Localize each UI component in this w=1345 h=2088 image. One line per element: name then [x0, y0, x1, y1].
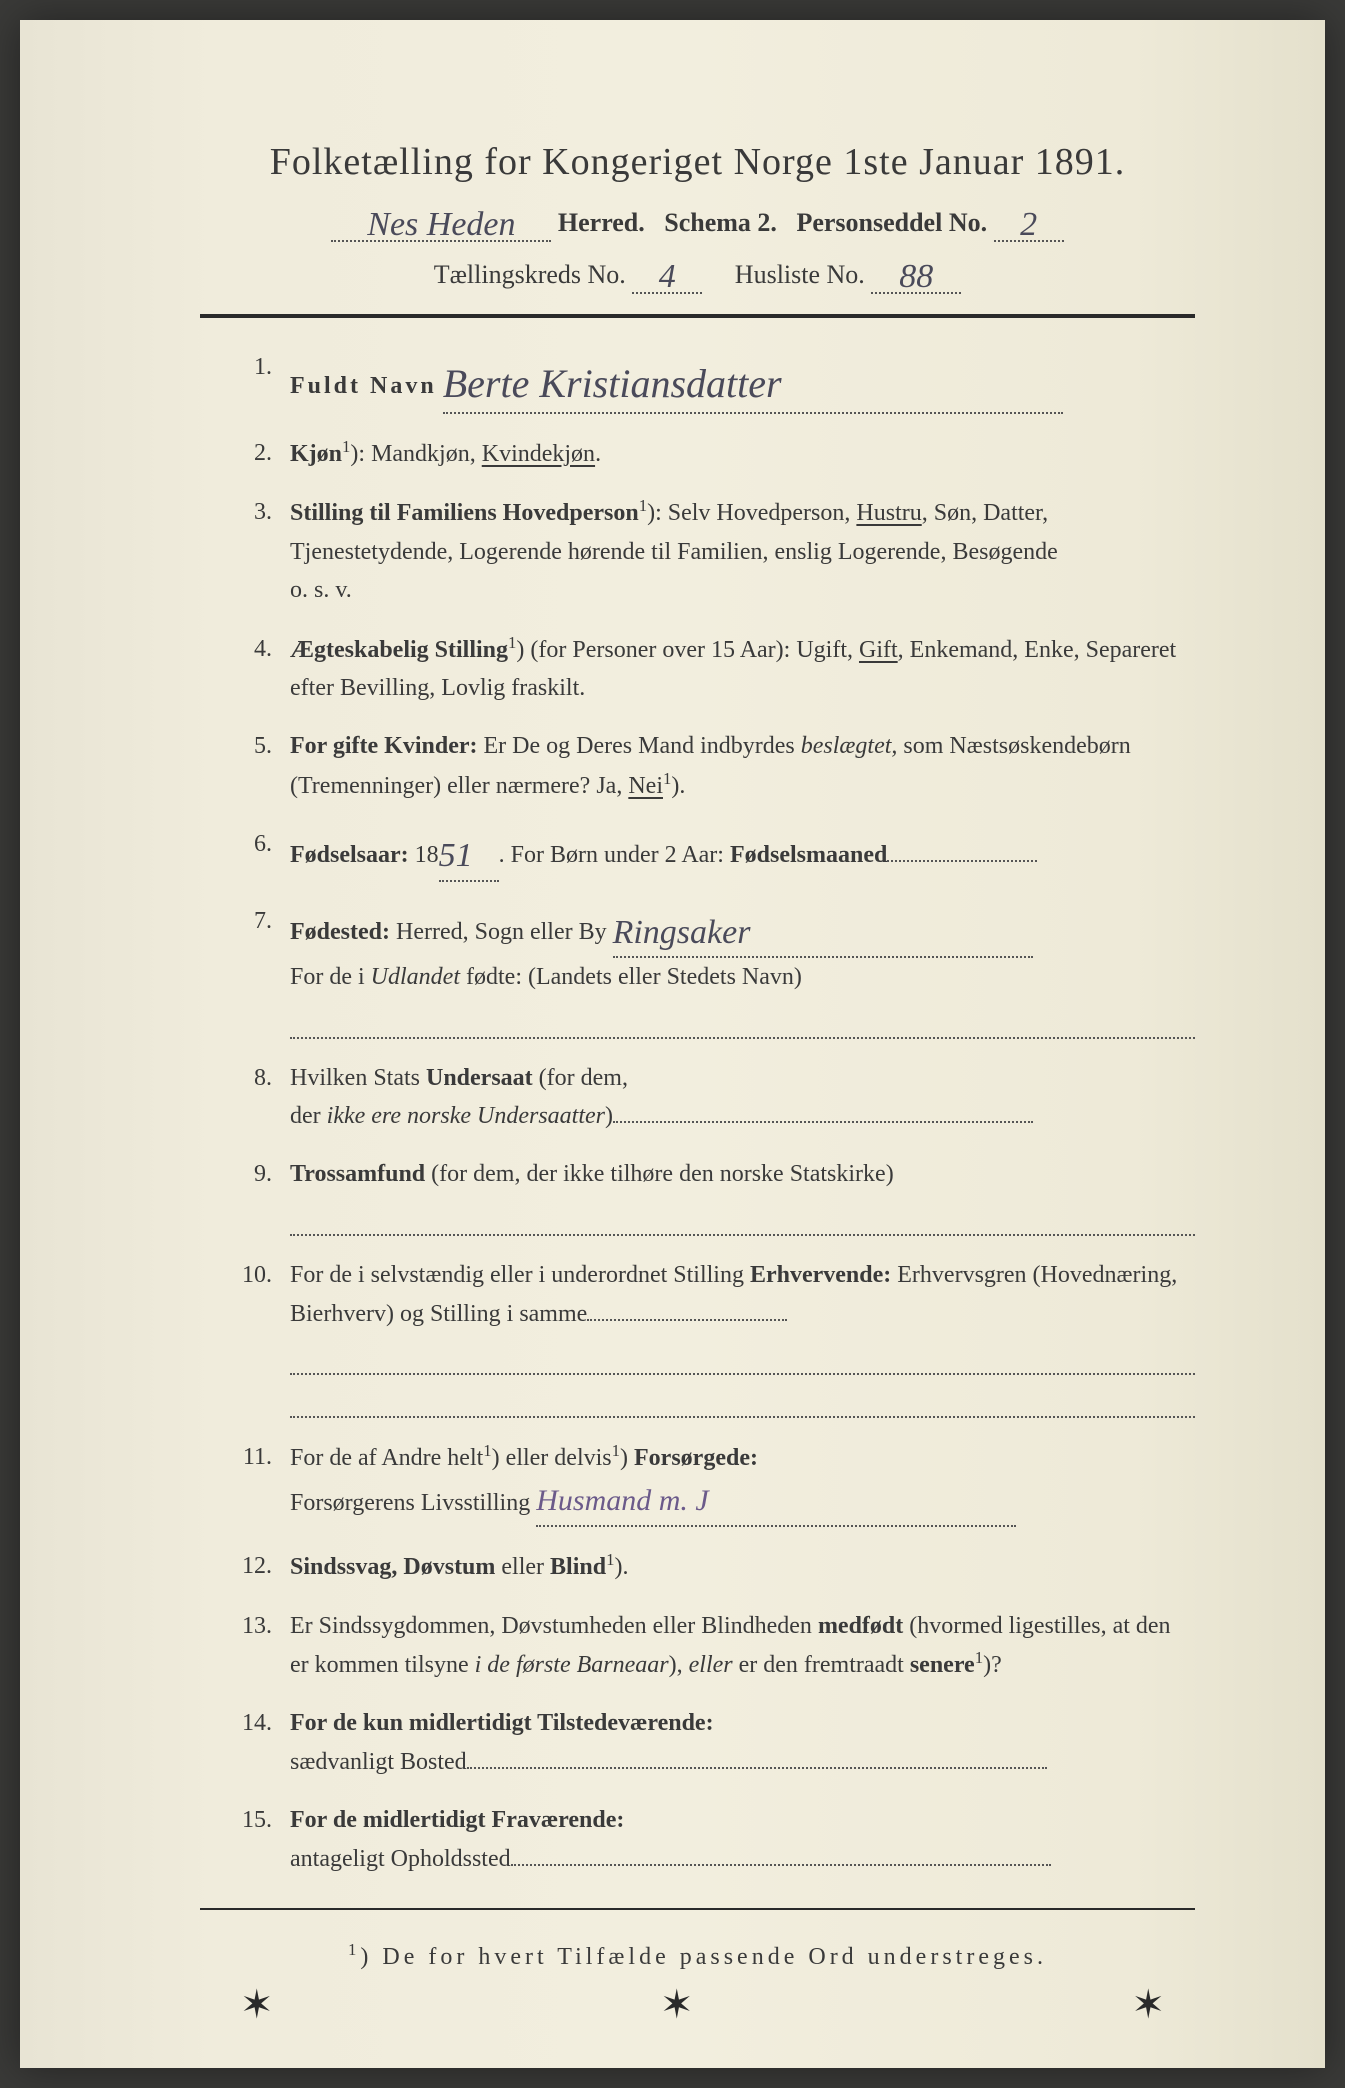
row-1: 1. Fuldt Navn Berte Kristiansdatter: [230, 348, 1195, 414]
row-num: 13.: [230, 1607, 290, 1645]
selected-related: Nei: [628, 773, 663, 799]
row-7: 7. Fødested: Herred, Sogn eller By Rings…: [230, 902, 1195, 1039]
row-num: 12.: [230, 1547, 290, 1585]
husliste-label: Husliste No.: [735, 260, 865, 289]
binding-mark-icon: ✶: [660, 1981, 694, 2028]
kreds-label: Tællingskreds No.: [434, 260, 626, 289]
row-11: 11. For de af Andre helt1) eller delvis1…: [230, 1438, 1195, 1527]
binding-mark-icon: ✶: [1131, 1981, 1165, 2028]
schema-label: Schema 2.: [664, 208, 777, 237]
field-label: Ægteskabelig Stilling: [290, 637, 508, 663]
field-label: Sindssvag, Døvstum: [290, 1554, 495, 1580]
selected-relation: Hustru: [856, 500, 921, 526]
row-14: 14. For de kun midlertidigt Tilstedevære…: [230, 1704, 1195, 1781]
row-num: 2.: [230, 434, 290, 472]
birth-year: 51: [439, 837, 473, 874]
field-label: For de midlertidigt Fraværende:: [290, 1807, 624, 1833]
binding-mark-icon: ✶: [240, 1981, 274, 2028]
row-num: 5.: [230, 727, 290, 765]
row-num: 11.: [230, 1438, 290, 1476]
herred-label: Herred.: [558, 208, 645, 237]
row-15: 15. For de midlertidigt Fraværende: anta…: [230, 1801, 1195, 1878]
row-num: 14.: [230, 1704, 290, 1742]
row-13: 13. Er Sindssygdommen, Døvstumheden elle…: [230, 1607, 1195, 1685]
personseddel-label: Personseddel No.: [796, 208, 987, 237]
row-num: 6.: [230, 825, 290, 863]
selected-gender: Kvindekjøn: [482, 441, 595, 467]
row-2: 2. Kjøn1): Mandkjøn, Kvindekjøn.: [230, 434, 1195, 473]
field-label: Fødselsaar:: [290, 842, 409, 868]
row-9: 9. Trossamfund (for dem, der ikke tilhør…: [230, 1155, 1195, 1236]
provider-occupation: Husmand m. J: [536, 1484, 709, 1517]
birthplace: Ringsaker: [613, 914, 751, 951]
header-line-2: Nes Heden Herred. Schema 2. Personseddel…: [200, 202, 1195, 242]
row-num: 1.: [230, 348, 290, 386]
main-title: Folketælling for Kongeriget Norge 1ste J…: [200, 140, 1195, 184]
row-num: 7.: [230, 902, 290, 940]
field-label: Stilling til Familiens Hovedperson: [290, 500, 639, 526]
field-label: Forsørgede:: [634, 1445, 758, 1471]
field-label: Erhvervende:: [750, 1262, 891, 1288]
form-body: 1. Fuldt Navn Berte Kristiansdatter 2. K…: [200, 348, 1195, 1878]
row-num: 4.: [230, 630, 290, 668]
selected-marital: Gift: [859, 637, 898, 663]
top-rule: [200, 314, 1195, 318]
field-label: Fuldt Navn: [290, 373, 437, 399]
personseddel-no: 2: [1020, 206, 1037, 243]
row-3: 3. Stilling til Familiens Hovedperson1):…: [230, 493, 1195, 609]
field-label: Undersaat: [426, 1065, 533, 1091]
husliste-no: 88: [899, 258, 933, 295]
full-name-value: Berte Kristiansdatter: [443, 361, 782, 406]
field-label: Kjøn: [290, 441, 342, 467]
field-label: Fødested:: [290, 919, 390, 945]
herred-name: Nes Heden: [367, 206, 515, 243]
row-8: 8. Hvilken Stats Undersaat (for dem, der…: [230, 1059, 1195, 1136]
form-header: Folketælling for Kongeriget Norge 1ste J…: [200, 140, 1195, 294]
row-num: 9.: [230, 1155, 290, 1193]
row-6: 6. Fødselsaar: 1851. For Børn under 2 Aa…: [230, 825, 1195, 881]
row-num: 8.: [230, 1059, 290, 1097]
field-label: Trossamfund: [290, 1161, 425, 1187]
header-line-3: Tællingskreds No. 4 Husliste No. 88: [200, 254, 1195, 294]
kreds-no: 4: [659, 258, 676, 295]
census-form-page: Folketælling for Kongeriget Norge 1ste J…: [20, 20, 1325, 2068]
field-label: For gifte Kvinder:: [290, 733, 478, 759]
footnote: 1) De for hvert Tilfælde passende Ord un…: [200, 1940, 1195, 1971]
bottom-rule: [200, 1908, 1195, 1910]
row-num: 3.: [230, 493, 290, 531]
row-4: 4. Ægteskabelig Stilling1) (for Personer…: [230, 630, 1195, 708]
row-num: 10.: [230, 1256, 290, 1294]
row-10: 10. For de i selvstændig eller i underor…: [230, 1256, 1195, 1418]
row-num: 15.: [230, 1801, 290, 1839]
row-5: 5. For gifte Kvinder: Er De og Deres Man…: [230, 727, 1195, 805]
row-12: 12. Sindssvag, Døvstum eller Blind1).: [230, 1547, 1195, 1586]
field-label: For de kun midlertidigt Tilstedeværende:: [290, 1710, 714, 1736]
